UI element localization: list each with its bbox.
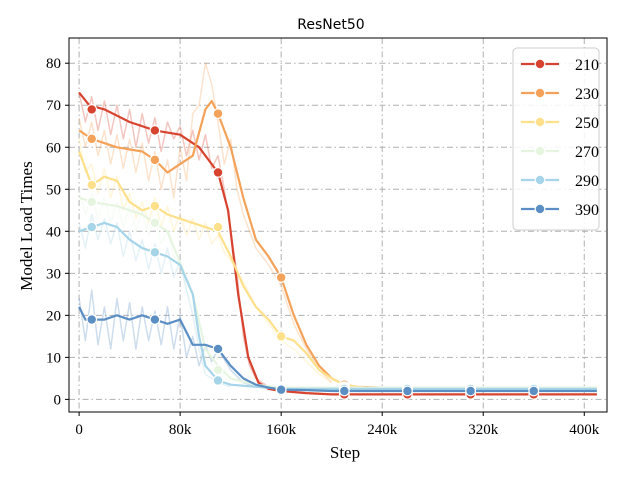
series-290-raw-line bbox=[78, 213, 231, 388]
series-270-marker bbox=[149, 217, 161, 229]
series-210-line bbox=[78, 91, 597, 396]
series-230-marker bbox=[212, 108, 224, 120]
y-tick-label: 50 bbox=[46, 182, 61, 198]
series-290-marker bbox=[149, 246, 161, 258]
y-tick-label: 0 bbox=[54, 392, 62, 408]
series-250-marker bbox=[86, 179, 98, 191]
series-250-marker bbox=[212, 221, 224, 233]
legend-label-230: 230 bbox=[575, 86, 599, 103]
series-270-marker bbox=[212, 364, 224, 376]
series-290-marker bbox=[212, 375, 224, 386]
x-tick-label: 0 bbox=[75, 422, 83, 438]
series-290-marker bbox=[86, 221, 98, 233]
legend-marker-290 bbox=[534, 174, 546, 186]
series-250-marker bbox=[275, 330, 287, 342]
series-390-marker bbox=[86, 314, 98, 325]
x-tick-label: 400k bbox=[569, 422, 600, 438]
series-230-marker bbox=[149, 154, 161, 166]
series-230-marker bbox=[275, 272, 287, 283]
legend-marker-250 bbox=[534, 116, 546, 128]
y-tick-label: 40 bbox=[46, 224, 61, 240]
series-390-marker bbox=[149, 314, 161, 325]
x-axis-label: Step bbox=[330, 443, 360, 462]
marker-layer bbox=[86, 104, 540, 400]
y-axis-label: Model Load Times bbox=[17, 161, 36, 290]
legend: 210 230 250 270 290 390 bbox=[512, 47, 600, 231]
x-tick-label: 240k bbox=[367, 422, 398, 438]
legend-label-390: 390 bbox=[575, 202, 599, 219]
series-210-marker bbox=[149, 125, 161, 136]
legend-marker-270 bbox=[534, 145, 546, 157]
legend-label-290: 290 bbox=[575, 173, 599, 190]
plot-frame bbox=[68, 37, 608, 413]
ticks: 0 80k 160k 240k 320k 400k 0 10 20 30 40 50 60 70 80 bbox=[46, 56, 600, 438]
series-210-marker bbox=[86, 104, 98, 115]
series-210-marker bbox=[212, 167, 224, 178]
series-390-marker bbox=[465, 385, 477, 397]
series-250-marker bbox=[149, 200, 161, 212]
y-tick-label: 70 bbox=[46, 98, 61, 114]
legend-label-270: 270 bbox=[575, 144, 599, 161]
x-tick-label: 80k bbox=[169, 422, 192, 438]
series-390-marker bbox=[402, 385, 413, 397]
y-tick-label: 60 bbox=[46, 140, 61, 156]
legend-label-250: 250 bbox=[575, 115, 599, 132]
legend-marker-230 bbox=[534, 87, 546, 99]
legend-label-210: 210 bbox=[575, 57, 599, 74]
chart-title: ResNet50 bbox=[297, 17, 364, 33]
series-390-raw-line bbox=[78, 289, 257, 388]
y-tick-label: 10 bbox=[46, 350, 61, 366]
series-230-marker bbox=[86, 133, 98, 145]
y-tick-label: 80 bbox=[46, 56, 61, 72]
series-390-marker bbox=[338, 385, 350, 397]
series-230-raw-line bbox=[78, 62, 333, 384]
series-390-marker bbox=[528, 385, 540, 397]
series-270-marker bbox=[86, 196, 98, 208]
legend-marker-390 bbox=[534, 203, 546, 215]
x-tick-label: 320k bbox=[468, 422, 499, 438]
series-290-line bbox=[78, 221, 597, 390]
series-250-raw-line bbox=[78, 138, 333, 384]
series-390-marker bbox=[212, 343, 224, 355]
series-390-marker bbox=[275, 384, 287, 396]
y-tick-label: 20 bbox=[46, 308, 61, 324]
y-tick-label: 30 bbox=[46, 266, 61, 282]
x-tick-label: 160k bbox=[266, 422, 297, 438]
series-250-line bbox=[78, 151, 597, 390]
legend-marker-210 bbox=[534, 58, 546, 70]
